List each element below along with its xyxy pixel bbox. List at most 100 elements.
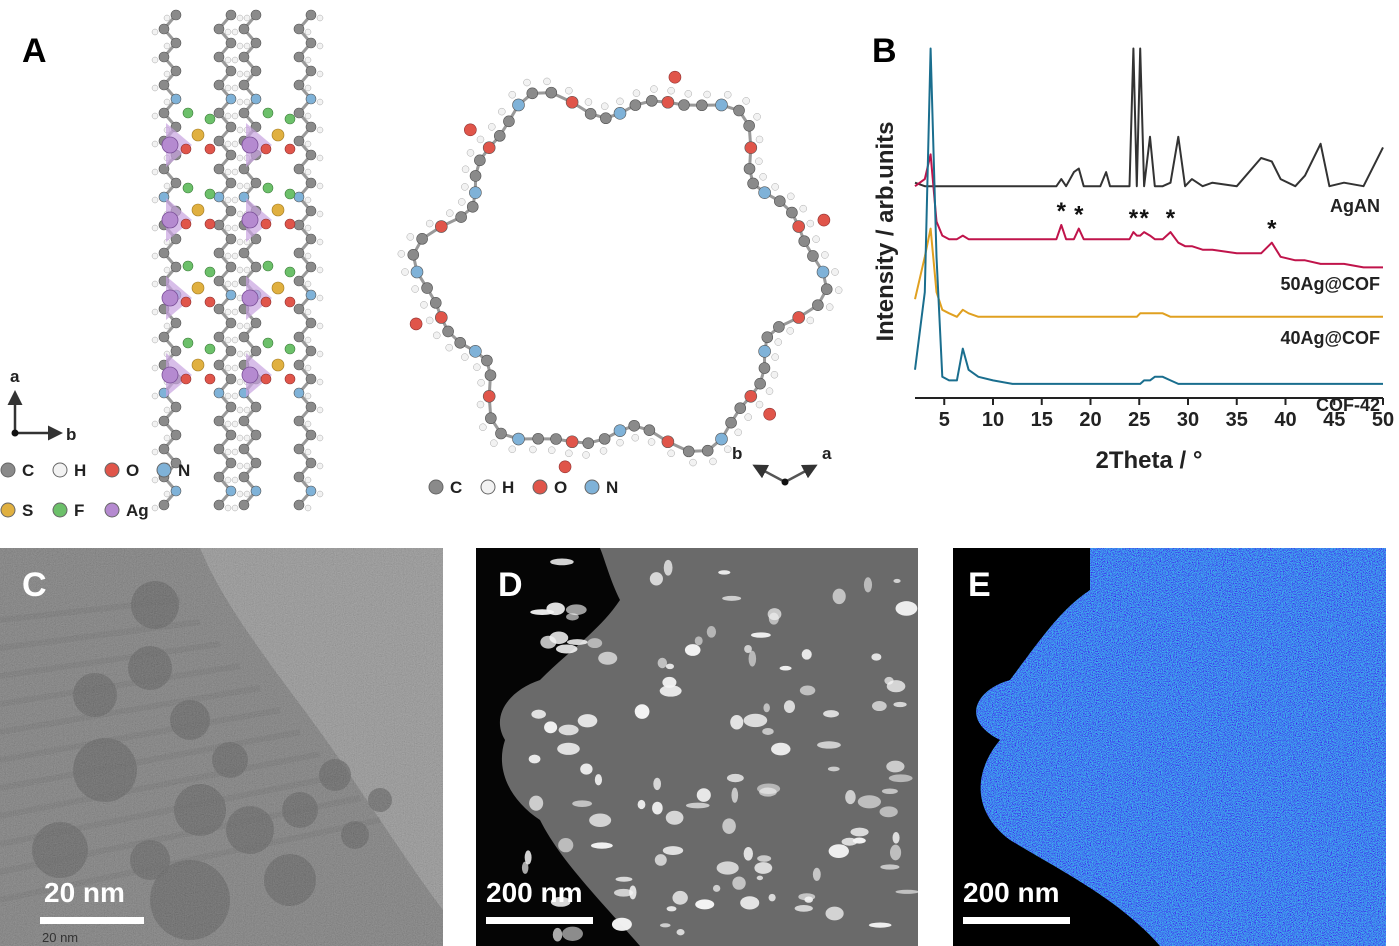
atom	[271, 358, 285, 372]
atom	[262, 260, 274, 272]
nanoparticle	[886, 760, 905, 773]
atom	[224, 448, 232, 456]
atom	[225, 429, 237, 441]
atom	[236, 98, 244, 106]
atom	[180, 143, 192, 155]
legend-swatch	[104, 462, 120, 478]
atom	[305, 261, 317, 273]
atom	[236, 14, 244, 22]
atom	[512, 432, 525, 446]
atom	[236, 154, 244, 162]
atom	[743, 119, 755, 132]
atom	[180, 373, 192, 385]
nanoparticle	[565, 604, 587, 616]
nanoparticle	[712, 884, 721, 892]
atom	[191, 358, 205, 372]
atom	[550, 433, 562, 445]
atom	[629, 99, 642, 111]
atom	[316, 434, 324, 442]
atom	[231, 476, 239, 484]
atom	[476, 400, 485, 409]
nanoparticle	[722, 818, 736, 834]
atom	[236, 350, 244, 358]
atom	[476, 135, 485, 144]
nanoparticle	[893, 578, 901, 584]
nanoparticle	[762, 728, 774, 735]
atom	[792, 311, 805, 324]
legend-label: S	[22, 501, 33, 520]
atom	[238, 107, 250, 119]
legend-label: C	[450, 478, 462, 497]
atom	[582, 437, 595, 449]
atom	[305, 317, 317, 329]
atom	[584, 108, 597, 120]
atom	[558, 460, 572, 474]
legend-swatch	[428, 479, 444, 495]
atom	[293, 23, 305, 35]
atom	[600, 102, 609, 111]
atom	[224, 168, 232, 176]
atom	[224, 476, 232, 484]
x-tick-label: 10	[982, 409, 1004, 431]
atom	[753, 113, 761, 121]
atom	[584, 98, 593, 106]
atom	[231, 224, 239, 232]
coordination	[246, 123, 272, 167]
nanoparticle	[801, 649, 812, 660]
atom	[250, 233, 262, 245]
nanoparticle	[744, 645, 752, 654]
atom	[304, 140, 312, 148]
atom	[260, 218, 272, 230]
atom	[445, 343, 453, 352]
legend-swatch	[584, 479, 600, 495]
atom	[158, 107, 170, 119]
atom	[503, 115, 515, 128]
atom	[213, 443, 225, 455]
atom	[485, 412, 497, 425]
legend-label: F	[74, 501, 84, 520]
atom	[304, 56, 312, 64]
series-line	[914, 47, 1383, 385]
atom	[316, 42, 324, 50]
nanoparticle	[732, 876, 746, 890]
atom	[241, 289, 259, 307]
atom	[224, 392, 232, 400]
atom	[547, 446, 556, 454]
panel-label: B	[872, 32, 897, 70]
atom	[224, 280, 232, 288]
atom	[243, 14, 251, 22]
atom	[304, 504, 312, 512]
axis-name: b	[732, 444, 742, 463]
nanoparticle	[654, 854, 667, 866]
atom	[759, 173, 767, 181]
atom	[771, 353, 779, 361]
atom	[191, 203, 205, 217]
atom	[678, 99, 690, 111]
atom	[236, 126, 244, 134]
atom	[645, 95, 658, 107]
atom	[236, 434, 244, 442]
nanoparticle	[663, 559, 673, 576]
x-axis-label: 2Theta / °	[1096, 447, 1203, 474]
series-label: 40Ag@COF	[1280, 328, 1380, 348]
nanoparticle	[850, 827, 869, 837]
peak-marker: *	[1166, 205, 1176, 232]
atom	[316, 490, 324, 498]
atom	[250, 261, 262, 273]
atom	[243, 266, 251, 274]
atom	[770, 370, 779, 379]
legend-swatch	[480, 479, 496, 495]
atom	[231, 140, 239, 148]
atom	[236, 266, 244, 274]
series-line	[914, 47, 1384, 188]
atom	[170, 233, 182, 245]
atom	[807, 250, 819, 262]
nanoparticle	[521, 861, 529, 874]
atom	[238, 415, 250, 427]
atom	[461, 183, 469, 191]
atom	[725, 416, 737, 429]
atom	[435, 220, 448, 233]
atom	[236, 42, 244, 50]
atom	[689, 458, 697, 467]
